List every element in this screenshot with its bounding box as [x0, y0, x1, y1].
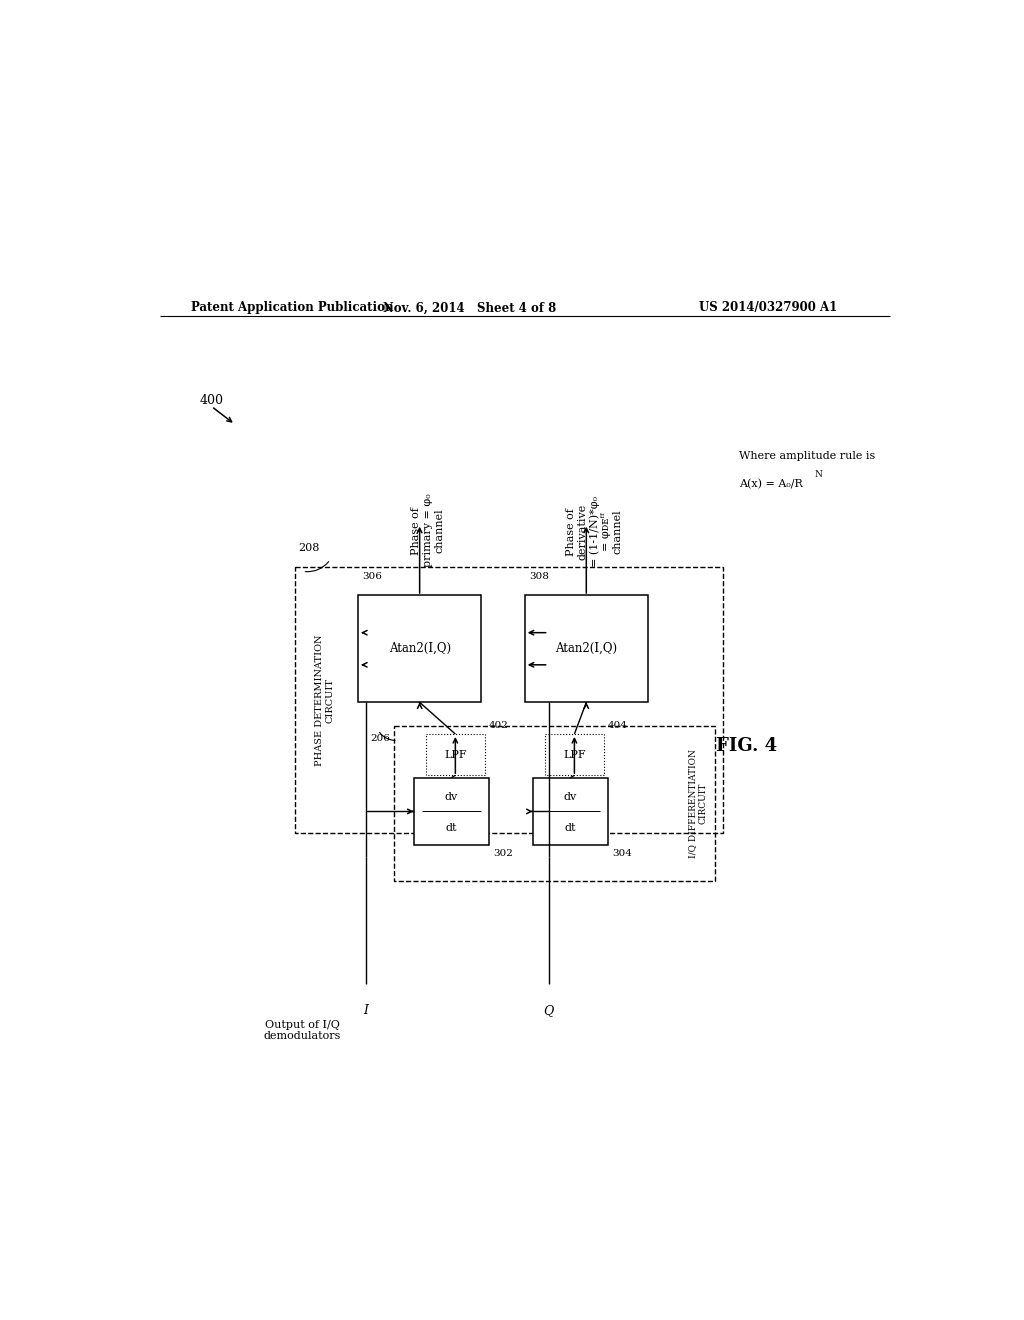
Text: dv: dv [444, 792, 458, 801]
Text: LPF: LPF [563, 750, 586, 760]
Text: 402: 402 [489, 721, 509, 730]
Text: 400: 400 [200, 395, 223, 408]
Text: Patent Application Publication: Patent Application Publication [191, 301, 394, 314]
Text: Phase of
primary = φ₀
channel: Phase of primary = φ₀ channel [411, 494, 444, 568]
Text: Nov. 6, 2014   Sheet 4 of 8: Nov. 6, 2014 Sheet 4 of 8 [383, 301, 556, 314]
Text: I: I [364, 1005, 369, 1016]
Text: dt: dt [445, 824, 457, 833]
Bar [414, 777, 489, 845]
Bar [394, 726, 715, 880]
Text: 304: 304 [612, 849, 632, 858]
Bar [532, 777, 608, 845]
Text: 302: 302 [494, 849, 513, 858]
Text: 308: 308 [528, 572, 549, 581]
Text: Atan2(I,Q): Atan2(I,Q) [555, 643, 617, 655]
Text: Output of I/Q
demodulators: Output of I/Q demodulators [264, 1020, 341, 1041]
Bar [358, 595, 481, 702]
Text: Phase of
derivative
= (1-1/N)*φ₀
= φᴅᴇᶠᶠ
channel: Phase of derivative = (1-1/N)*φ₀ = φᴅᴇᶠᶠ… [565, 496, 623, 568]
Text: Atan2(I,Q): Atan2(I,Q) [388, 643, 451, 655]
Text: 208: 208 [299, 543, 319, 553]
Text: dv: dv [564, 792, 578, 801]
Text: LPF: LPF [444, 750, 467, 760]
Text: FIG. 4: FIG. 4 [717, 737, 777, 755]
Text: A(x) = A₀/R: A(x) = A₀/R [739, 479, 803, 490]
Text: dt: dt [564, 824, 577, 833]
Text: PHASE DETERMINATION
CIRCUIT: PHASE DETERMINATION CIRCUIT [315, 635, 335, 766]
Bar [295, 568, 723, 833]
Bar [524, 595, 648, 702]
Text: US 2014/0327900 A1: US 2014/0327900 A1 [699, 301, 838, 314]
Bar [545, 734, 604, 775]
Text: N: N [814, 470, 822, 479]
Text: Q: Q [544, 1005, 554, 1016]
Bar [426, 734, 485, 775]
Text: 404: 404 [608, 721, 628, 730]
Text: I/Q DIFFERENTIATION
CIRCUIT: I/Q DIFFERENTIATION CIRCUIT [688, 748, 708, 858]
Text: 306: 306 [362, 572, 382, 581]
Text: Where amplitude rule is: Where amplitude rule is [739, 451, 876, 461]
Text: 206: 206 [370, 734, 390, 743]
